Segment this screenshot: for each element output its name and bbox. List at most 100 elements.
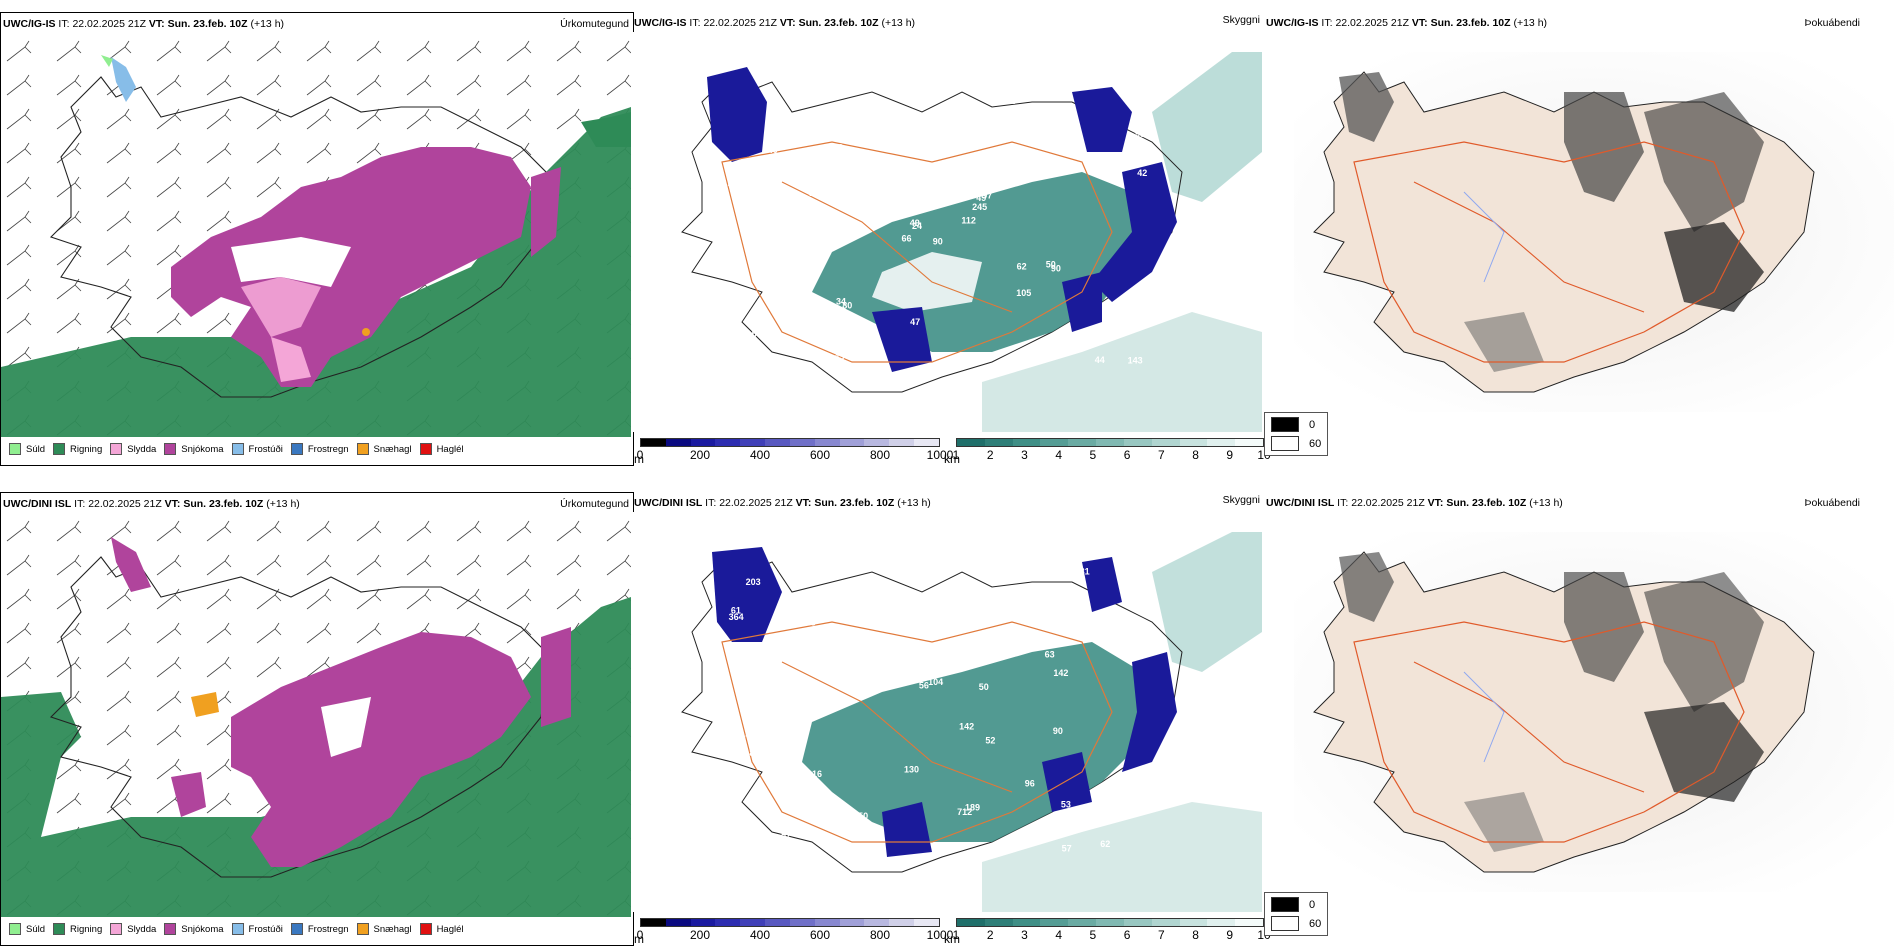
cloud-map: 90 40 24 54 49 80 73 85 77 112 56 143 106 990 66 136 51 7…: [632, 32, 1262, 432]
vt-prefix: VT:: [149, 18, 165, 30]
cloud-base-label: 49: [915, 201, 925, 211]
cloud-base-label: 53: [814, 811, 824, 821]
colorbar-tick-label: 800: [870, 928, 890, 942]
cloud-base-label: 41: [1125, 324, 1135, 334]
cloud-base-label: 48: [756, 361, 766, 371]
legend-swatch: [232, 443, 244, 455]
model-name: UWC/DINI ISL: [3, 498, 71, 510]
legend-label: Frostregn: [308, 444, 349, 455]
precip-map: [1, 517, 631, 917]
cloud-base-label: 990: [1135, 129, 1150, 139]
visibility-colorbar: 12345678910 km: [956, 438, 1264, 461]
model-name: UWC/IG-IS: [634, 17, 687, 29]
legend-item: Súld: [9, 443, 45, 455]
cloud-base-label: 44: [1095, 355, 1105, 365]
vt-prefix: VT:: [165, 498, 181, 510]
precip-legend: Súld Rigning Slydda Snjókoma Frostúði Fr…: [1, 923, 464, 935]
cloud-base-label: 285: [913, 100, 928, 110]
colorbar-segment: [666, 919, 691, 926]
colorbar-segment: [889, 919, 914, 926]
cloud-base-label: 57: [1062, 843, 1072, 853]
vt-prefix: VT:: [1412, 17, 1428, 29]
colorbar-segment: [1013, 439, 1041, 446]
legend-label: Haglél: [437, 444, 464, 455]
colorbar-segment: [1013, 919, 1041, 926]
colorbar-tick-label: 2: [987, 928, 994, 942]
colorbar-strip: [640, 438, 940, 447]
cloud-base-label: 143: [1128, 355, 1143, 365]
cloud-base-label: 48: [909, 662, 919, 672]
cloud-base-label: 57: [721, 678, 731, 688]
panel-title: Þokuábendi: [1805, 497, 1860, 509]
colorbar-segment: [840, 439, 865, 446]
cloud-base-label: 56: [1135, 595, 1145, 605]
legend-swatch: [1271, 916, 1299, 931]
panel-title: Skyggni: [1223, 494, 1260, 506]
valid-time: Sun. 23.feb. 10Z: [799, 17, 879, 29]
cloud-base-label: 56: [919, 680, 929, 690]
legend-swatch: [357, 923, 369, 935]
colorbar-tick-label: 2: [987, 448, 994, 462]
legend-label: 0: [1309, 419, 1315, 431]
cloudbase-colorbar: 0 200 400 600 800 1000 m: [640, 438, 940, 461]
colorbar-unit: km: [944, 932, 960, 946]
cloud-base-label: 61: [1138, 579, 1148, 589]
fog-index-panel-1: UWC/IG-IS IT: 22.02.2025 21Z VT: Sun. 23…: [1264, 12, 1900, 464]
legend-swatch: [291, 443, 303, 455]
cloud-base-label: 245: [972, 202, 987, 212]
legend-item: Rigning: [53, 443, 102, 455]
legend-item: Súld: [9, 923, 45, 935]
panel-header: UWC/DINI ISL IT: 22.02.2025 21Z VT: Sun.…: [1266, 497, 1563, 509]
colorbar-tick-label: 400: [750, 448, 770, 462]
cloud-base-label: 142: [1053, 668, 1068, 678]
valid-time: Sun. 23.feb. 10Z: [814, 497, 894, 509]
cloud-base-label: 203: [746, 577, 761, 587]
legend-item: Slydda: [110, 923, 156, 935]
legend-item: Rigning: [53, 923, 102, 935]
colorbar-segment: [1235, 919, 1263, 926]
legend-label: Súld: [26, 444, 45, 455]
colorbar-ticks: 0 200 400 600 800 1000: [640, 927, 940, 941]
legend-label: Rigning: [70, 444, 102, 455]
cloud-base-label: 411: [895, 557, 910, 567]
colorbar-tick-label: 200: [690, 448, 710, 462]
cloud-base-label: 613: [718, 178, 733, 188]
cloud-base-label: 47: [910, 317, 920, 327]
colorbar-ticks: 12345678910: [956, 447, 1264, 461]
colorbar-segment: [1068, 439, 1096, 446]
it-prefix: IT:: [1337, 497, 1348, 509]
legend-label: Snæhagl: [374, 924, 412, 935]
lead-time: (+13 h): [1513, 17, 1547, 29]
cloud-base-label: 130: [905, 639, 920, 649]
colorbar-tick-label: 3: [1021, 928, 1028, 942]
legend-label: Snjókoma: [181, 924, 223, 935]
cloud-base-label: 104: [928, 677, 943, 687]
vt-prefix: VT:: [796, 497, 812, 509]
colorbar-tick-label: 8: [1192, 928, 1199, 942]
valid-time: Sun. 23.feb. 10Z: [1431, 17, 1511, 29]
colorbar-segment: [957, 919, 985, 926]
cloud-base-label: 330: [869, 176, 884, 186]
fog-legend-row: 0: [1271, 897, 1321, 912]
init-time: 22.02.2025 21Z: [88, 498, 162, 510]
fog-legend-row: 60: [1271, 916, 1321, 931]
cloud-base-label: 53: [1061, 800, 1071, 810]
cloud-base-label: 29: [1044, 112, 1054, 122]
colorbar-tick-label: 400: [750, 928, 770, 942]
cloud-base-label: 44: [777, 139, 787, 149]
colorbar-segment: [1096, 439, 1124, 446]
cloud-base-label: 712: [957, 807, 972, 817]
cloud-base-label: 62: [1017, 262, 1027, 272]
cloud-base-label: 58: [918, 565, 928, 575]
cloud-base-label: 45: [834, 351, 844, 361]
colorbar-tick-label: 6: [1124, 928, 1131, 942]
cloud-base-label: 50: [979, 682, 989, 692]
legend-label: 60: [1309, 918, 1321, 930]
cloud-base-label: 190: [749, 343, 764, 353]
colorbar-tick-label: 4: [1055, 928, 1062, 942]
colorbar-segment: [1207, 439, 1235, 446]
colorbar-tick-label: 9: [1226, 448, 1233, 462]
cloud-base-label: 39: [833, 143, 843, 153]
panel-title: Skyggni: [1223, 14, 1260, 26]
cloud-base-label: 77: [1013, 120, 1023, 130]
